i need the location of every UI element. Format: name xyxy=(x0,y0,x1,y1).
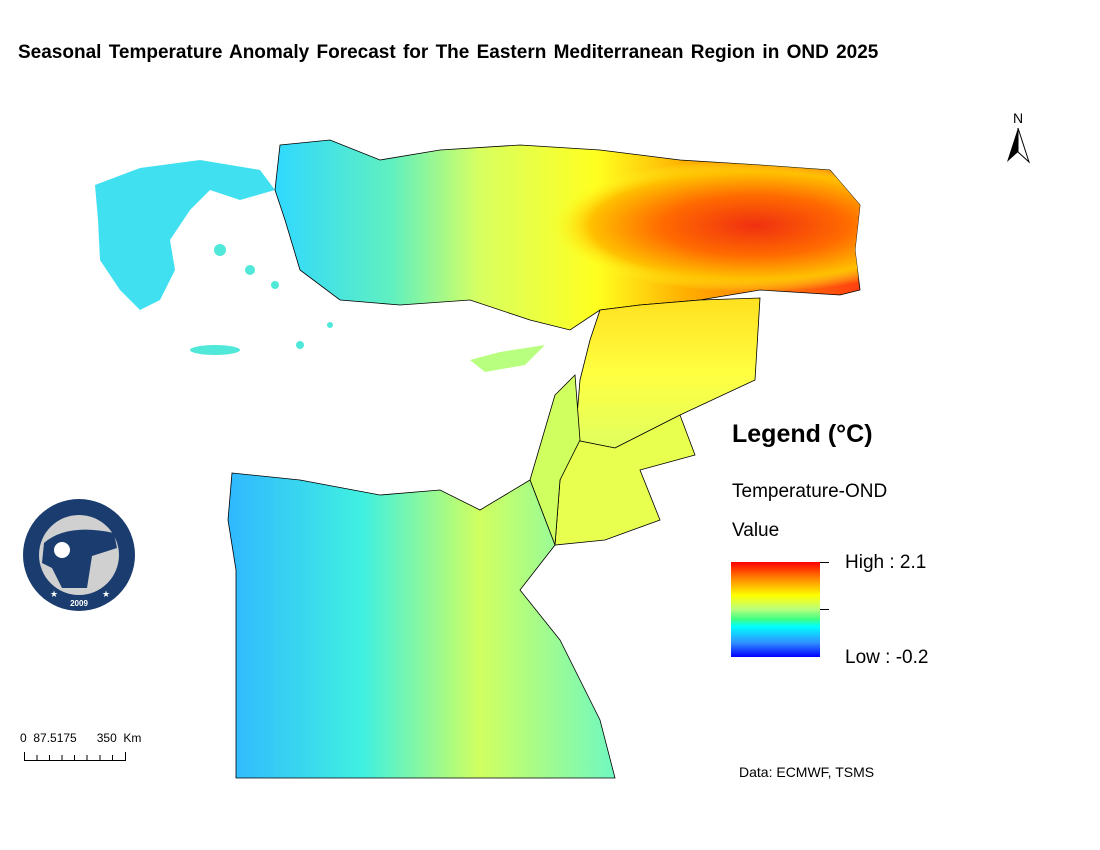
legend-tick-high xyxy=(820,562,829,563)
aegean-islands xyxy=(190,244,333,355)
scale-bar xyxy=(24,752,126,761)
legend-color-ramp xyxy=(731,562,820,657)
legend-title: Legend (°C) xyxy=(732,420,873,448)
region-cyprus xyxy=(470,345,545,372)
legend-layer-name: Temperature-OND xyxy=(732,481,888,502)
region-egypt xyxy=(227,472,616,779)
svg-text:★: ★ xyxy=(50,589,58,599)
north-arrow-icon xyxy=(1007,127,1031,164)
legend-high-label: High : 2.1 xyxy=(845,552,927,573)
region-greece xyxy=(95,160,275,310)
emcc-logo: 2009 ★ ★ xyxy=(23,499,135,611)
svg-text:2009: 2009 xyxy=(70,599,88,608)
svg-text:★: ★ xyxy=(102,589,110,599)
data-source: Data: ECMWF, TSMS xyxy=(739,764,875,780)
north-arrow: N xyxy=(1003,110,1033,171)
legend-low-label: Low : -0.2 xyxy=(845,647,929,668)
scale-bar-labels: 0 87.5175 350 Km xyxy=(20,731,142,745)
north-label: N xyxy=(1012,110,1024,126)
legend-field-name: Value xyxy=(732,520,780,541)
map-title: Seasonal Temperature Anomaly Forecast fo… xyxy=(18,42,879,63)
legend-tick-mid xyxy=(820,609,829,610)
